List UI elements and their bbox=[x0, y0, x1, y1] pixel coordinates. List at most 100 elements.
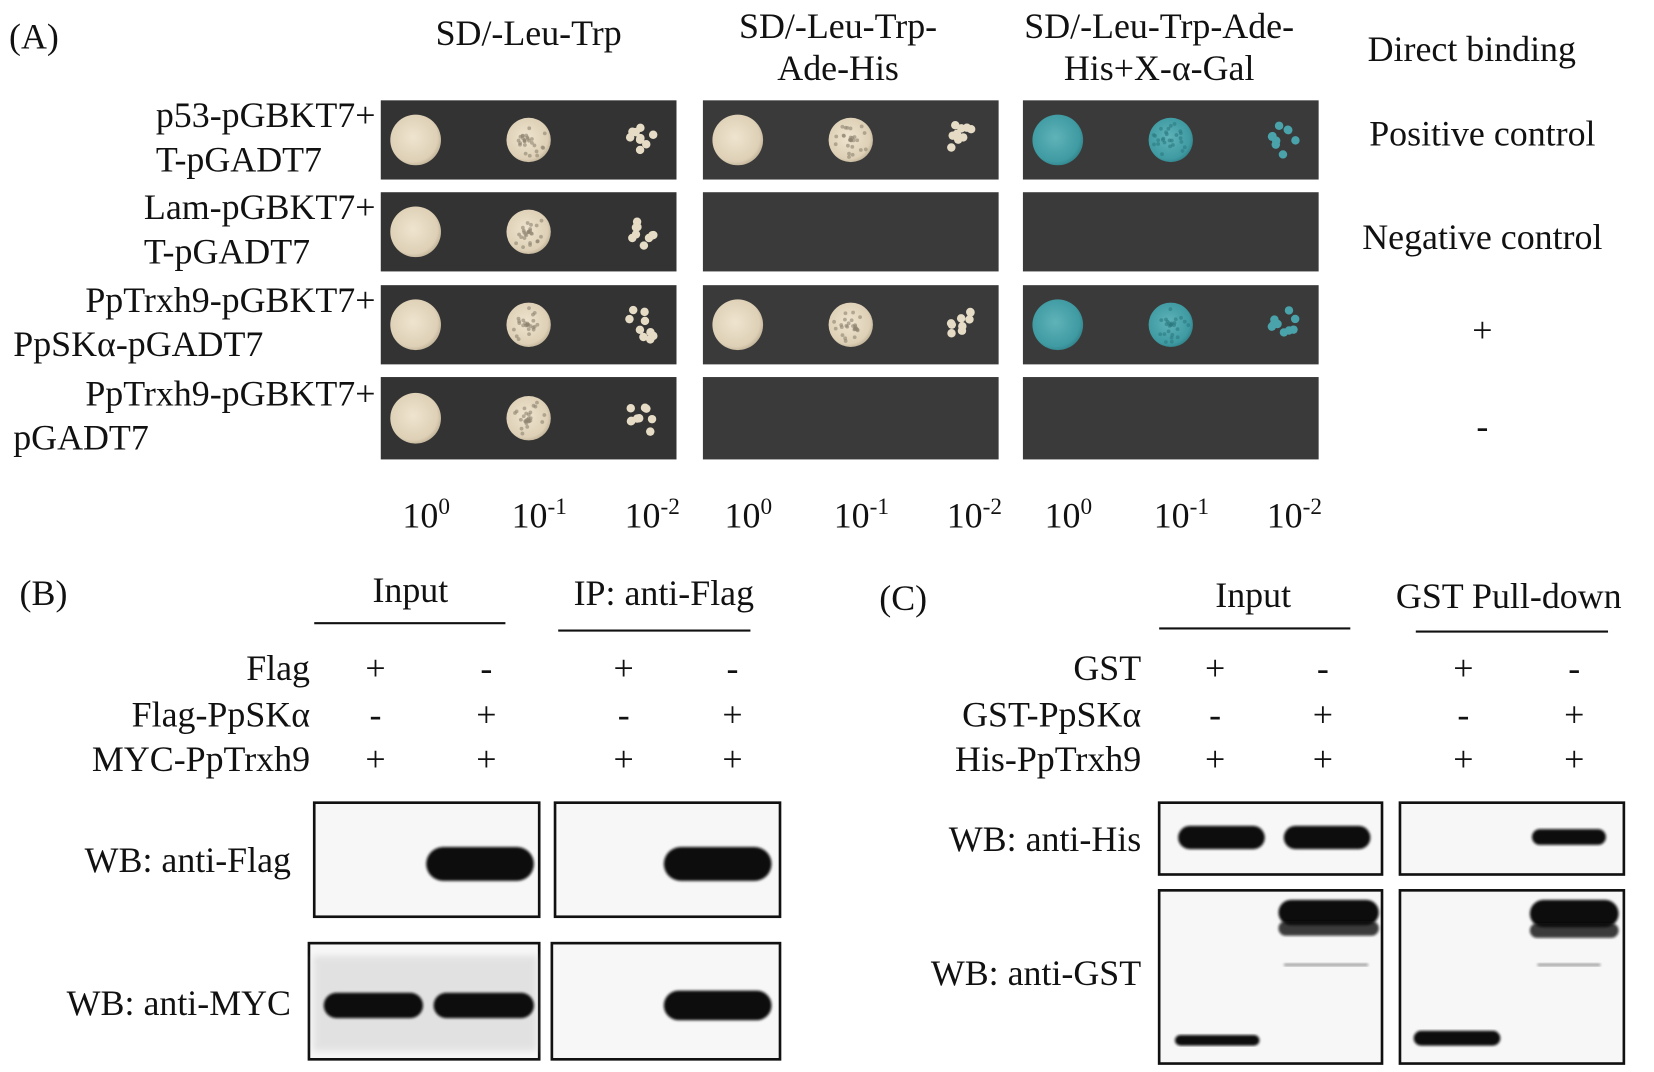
colony-small bbox=[635, 145, 645, 155]
colony-speck bbox=[846, 321, 851, 326]
colony bbox=[828, 302, 873, 347]
colony-speck bbox=[1159, 318, 1164, 323]
colony-speck bbox=[845, 324, 850, 329]
medium-title: SD/-Leu-Trp bbox=[436, 13, 622, 53]
dilution-exp: 0 bbox=[760, 494, 772, 520]
colony-speck bbox=[522, 236, 527, 240]
band bbox=[433, 992, 534, 1019]
dilution: 10-1 bbox=[512, 494, 567, 535]
dilution: 10-2 bbox=[1267, 494, 1322, 535]
dilution: 10-1 bbox=[1154, 494, 1209, 535]
strain-label: T-pGADT7 bbox=[144, 231, 310, 271]
colony-speck bbox=[1175, 335, 1180, 340]
colony-small bbox=[642, 140, 651, 149]
band bbox=[1175, 1035, 1260, 1046]
colony-speck bbox=[529, 137, 534, 141]
colony-speck bbox=[527, 153, 532, 158]
colony-speck bbox=[849, 318, 854, 323]
colony-speck bbox=[529, 231, 534, 236]
colony-speck bbox=[511, 327, 516, 332]
band bbox=[1529, 899, 1619, 928]
colony-speck bbox=[1156, 142, 1161, 146]
band bbox=[1531, 829, 1606, 845]
sign: + bbox=[614, 739, 634, 779]
colony-speck bbox=[1172, 323, 1176, 328]
band bbox=[426, 847, 534, 881]
result: Negative control bbox=[1362, 217, 1602, 257]
group-label: IP: anti-Flag bbox=[574, 573, 754, 613]
colony-small bbox=[628, 233, 637, 243]
colony-speck bbox=[1171, 143, 1175, 147]
colony-speck bbox=[531, 325, 536, 330]
colony-speck bbox=[840, 124, 845, 129]
colony-speck bbox=[521, 414, 526, 419]
colony bbox=[390, 392, 441, 444]
colony-speck bbox=[1169, 339, 1174, 344]
colony-speck bbox=[1169, 335, 1174, 340]
colony-speck bbox=[1174, 133, 1179, 137]
colony-small bbox=[646, 335, 655, 344]
dilution-base: 10 bbox=[725, 496, 761, 536]
colony-small bbox=[640, 316, 650, 326]
colony-speck bbox=[841, 133, 846, 138]
result: Positive control bbox=[1369, 114, 1595, 154]
colony-speck bbox=[1156, 138, 1161, 143]
colony-small bbox=[648, 130, 658, 139]
colony-small bbox=[947, 143, 956, 152]
colony-small bbox=[1290, 314, 1300, 324]
colony-speck bbox=[1166, 329, 1171, 334]
colony bbox=[390, 299, 441, 351]
colony-speck bbox=[529, 222, 533, 227]
colony-small bbox=[1278, 150, 1288, 159]
condition-name: MYC-PpTrxh9 bbox=[92, 739, 310, 779]
colony-speck bbox=[539, 234, 543, 239]
medium-title: SD/-Leu-Trp- bbox=[739, 6, 937, 46]
colony-speck bbox=[1163, 340, 1168, 344]
colony-small bbox=[631, 127, 640, 137]
panel-label: (B) bbox=[20, 573, 68, 613]
colony-speck bbox=[1182, 145, 1187, 150]
dilution-base: 10 bbox=[512, 496, 548, 536]
colony-small bbox=[626, 417, 636, 426]
colony-small bbox=[965, 315, 974, 324]
colony-speck bbox=[1166, 126, 1171, 131]
colony-small bbox=[646, 327, 655, 337]
strain-label: PpSKα-pGADT7 bbox=[13, 324, 263, 364]
colony-speck bbox=[526, 327, 531, 332]
medium-title: Ade-His bbox=[777, 48, 899, 88]
colony-speck bbox=[858, 315, 862, 319]
sign: + bbox=[1313, 739, 1333, 779]
band bbox=[663, 847, 772, 881]
colony-speck bbox=[1179, 140, 1184, 144]
colony-small bbox=[1274, 121, 1284, 131]
band bbox=[1537, 963, 1601, 967]
colony-speck bbox=[525, 221, 530, 225]
group-label: GST Pull-down bbox=[1396, 576, 1622, 616]
colony-speck bbox=[517, 321, 522, 326]
colony-speck bbox=[843, 311, 848, 316]
band bbox=[1278, 899, 1379, 926]
colony-speck bbox=[1162, 332, 1167, 337]
band bbox=[1283, 963, 1369, 967]
colony-speck bbox=[530, 140, 534, 145]
strain-label: p53-pGBKT7+ bbox=[156, 95, 376, 135]
panel-label: (A) bbox=[9, 16, 59, 56]
colony-speck bbox=[843, 317, 847, 322]
plate bbox=[702, 192, 999, 272]
colony-speck bbox=[540, 420, 545, 424]
result-header: Direct binding bbox=[1368, 29, 1576, 69]
colony-small bbox=[628, 305, 638, 315]
colony-speck bbox=[1164, 317, 1168, 322]
colony-small bbox=[1291, 136, 1300, 145]
dilution-exp: 0 bbox=[438, 494, 450, 520]
colony-speck bbox=[859, 124, 864, 129]
colony-speck bbox=[1180, 149, 1185, 153]
colony-speck bbox=[1151, 133, 1156, 137]
colony-small bbox=[625, 314, 634, 324]
colony-speck bbox=[1152, 142, 1156, 147]
sign: - bbox=[726, 648, 738, 688]
sign: + bbox=[365, 648, 385, 688]
colony-speck bbox=[852, 335, 857, 340]
band bbox=[1413, 1030, 1501, 1046]
